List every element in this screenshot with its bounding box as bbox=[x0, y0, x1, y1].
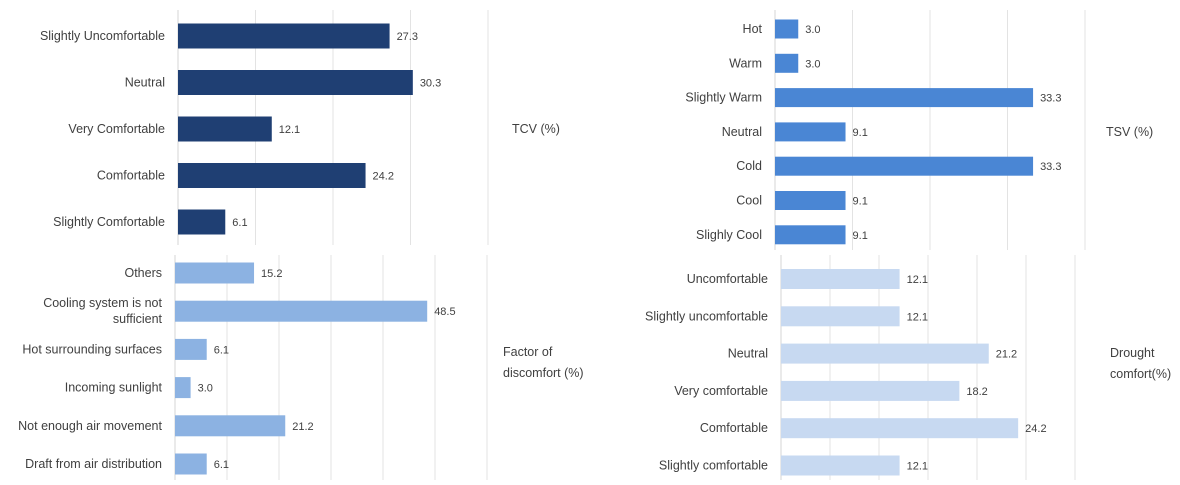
bar bbox=[781, 306, 900, 327]
category-label: Cold bbox=[736, 159, 762, 173]
bar bbox=[178, 116, 272, 142]
category-label: Slighly Cool bbox=[696, 228, 762, 242]
category-label: Slightly uncomfortable bbox=[645, 309, 768, 323]
bar bbox=[175, 262, 255, 284]
bar bbox=[175, 377, 191, 399]
data-label: 21.2 bbox=[292, 421, 313, 433]
data-label: 12.1 bbox=[279, 124, 300, 136]
category-label: Comfortable bbox=[700, 421, 768, 435]
bar bbox=[175, 300, 428, 322]
category-label: Not enough air movement bbox=[18, 419, 162, 433]
data-label: 3.0 bbox=[805, 24, 820, 36]
bar bbox=[775, 53, 799, 73]
category-label: Hot surrounding surfaces bbox=[22, 342, 162, 356]
axis-caption: Drought bbox=[1110, 346, 1155, 360]
category-label: Neutral bbox=[722, 125, 762, 139]
category-label: Uncomfortable bbox=[687, 272, 768, 286]
data-label: 12.1 bbox=[907, 311, 928, 323]
data-label: 30.3 bbox=[420, 78, 441, 90]
bar bbox=[175, 338, 207, 360]
axis-caption: Factor of bbox=[503, 345, 553, 359]
bar bbox=[775, 191, 846, 210]
category-label: Cooling system is not bbox=[43, 296, 162, 310]
category-label: Neutral bbox=[728, 347, 768, 361]
data-label: 24.2 bbox=[373, 171, 394, 183]
category-label: Very comfortable bbox=[674, 384, 768, 398]
bar bbox=[175, 453, 207, 475]
bar bbox=[178, 209, 226, 235]
data-label: 3.0 bbox=[805, 58, 820, 70]
category-label: Neutral bbox=[125, 76, 165, 90]
bar bbox=[781, 380, 960, 401]
data-label: 24.2 bbox=[1025, 423, 1046, 435]
bar bbox=[781, 418, 1019, 439]
bar bbox=[175, 415, 286, 437]
bar bbox=[178, 23, 390, 49]
category-label: Slightly Warm bbox=[685, 91, 762, 105]
data-label: 21.2 bbox=[996, 349, 1017, 361]
data-label: 12.1 bbox=[907, 274, 928, 286]
category-label: Slightly Uncomfortable bbox=[40, 29, 165, 43]
data-label: 9.1 bbox=[853, 196, 868, 208]
data-label: 9.1 bbox=[853, 230, 868, 242]
data-label: 18.2 bbox=[966, 386, 987, 398]
bar bbox=[775, 122, 846, 142]
data-label: 6.1 bbox=[232, 217, 247, 229]
data-label: 6.1 bbox=[214, 459, 229, 471]
category-label: Others bbox=[124, 266, 162, 280]
category-label: Slightly Comfortable bbox=[53, 215, 165, 229]
bar bbox=[781, 269, 900, 289]
bar bbox=[781, 343, 989, 364]
bar bbox=[178, 163, 366, 188]
category-label: sufficient bbox=[113, 312, 163, 326]
data-label: 33.3 bbox=[1040, 93, 1061, 105]
category-label: Cool bbox=[736, 194, 762, 208]
bar bbox=[775, 225, 846, 245]
data-label: 27.3 bbox=[397, 31, 418, 43]
axis-caption: comfort(%) bbox=[1110, 367, 1171, 381]
data-label: 6.1 bbox=[214, 344, 229, 356]
category-label: Incoming sunlight bbox=[65, 381, 163, 395]
axis-caption: TCV (%) bbox=[512, 122, 560, 136]
axis-caption: TSV (%) bbox=[1106, 125, 1153, 139]
data-label: 48.5 bbox=[434, 306, 455, 318]
data-label: 9.1 bbox=[853, 127, 868, 139]
bar bbox=[775, 19, 799, 39]
data-label: 15.2 bbox=[261, 268, 282, 280]
category-label: Draft from air distribution bbox=[25, 457, 162, 471]
bar bbox=[781, 455, 900, 476]
category-label: Very Comfortable bbox=[68, 122, 165, 136]
category-label: Hot bbox=[743, 22, 763, 36]
bar bbox=[178, 70, 413, 95]
category-label: Slightly comfortable bbox=[659, 459, 768, 473]
category-label: Comfortable bbox=[97, 169, 165, 183]
bar bbox=[775, 88, 1034, 108]
bar bbox=[775, 156, 1034, 176]
data-label: 12.1 bbox=[907, 461, 928, 473]
category-label: Warm bbox=[729, 56, 762, 70]
axis-caption: discomfort (%) bbox=[503, 366, 584, 380]
data-label: 3.0 bbox=[198, 383, 213, 395]
data-label: 33.3 bbox=[1040, 161, 1061, 173]
